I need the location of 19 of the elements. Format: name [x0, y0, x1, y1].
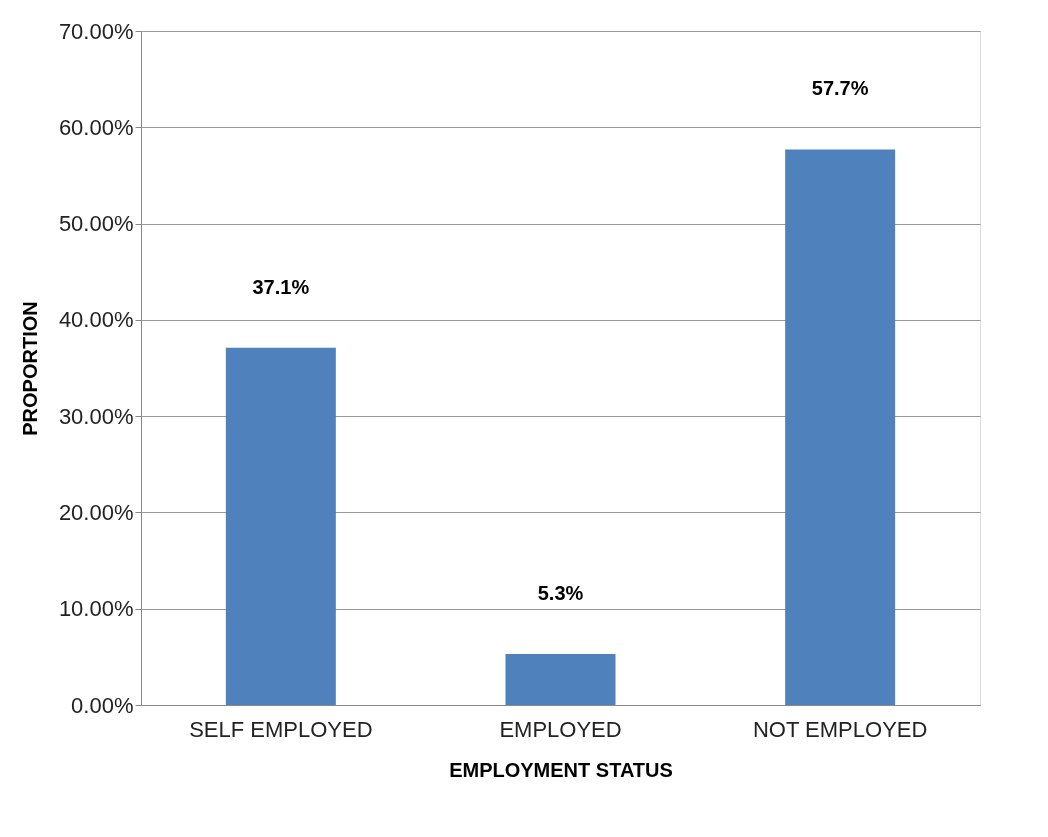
y-tick-label: 70.00% [58, 18, 134, 44]
bar [225, 347, 336, 705]
y-tick-label: 50.00% [58, 211, 134, 237]
y-tick-label: 60.00% [58, 114, 134, 140]
x-axis-title: EMPLOYMENT STATUS [449, 758, 673, 781]
data-label: 37.1% [252, 275, 310, 298]
x-tick-label: SELF EMPLOYED [189, 716, 373, 742]
data-label: 57.7% [811, 77, 869, 100]
x-tick-label: EMPLOYED [499, 716, 622, 742]
bar [505, 653, 616, 705]
y-axis-title: PROPORTION [18, 301, 41, 436]
y-tick-label: 10.00% [58, 596, 134, 622]
bar [785, 149, 896, 705]
x-tick-label: NOT EMPLOYED [752, 716, 928, 742]
y-tick-label: 0.00% [71, 692, 134, 718]
data-label: 5.3% [537, 581, 584, 604]
y-tick-label: 30.00% [58, 403, 134, 429]
y-tick-label: 40.00% [58, 307, 134, 333]
y-tick-label: 20.00% [58, 499, 134, 525]
